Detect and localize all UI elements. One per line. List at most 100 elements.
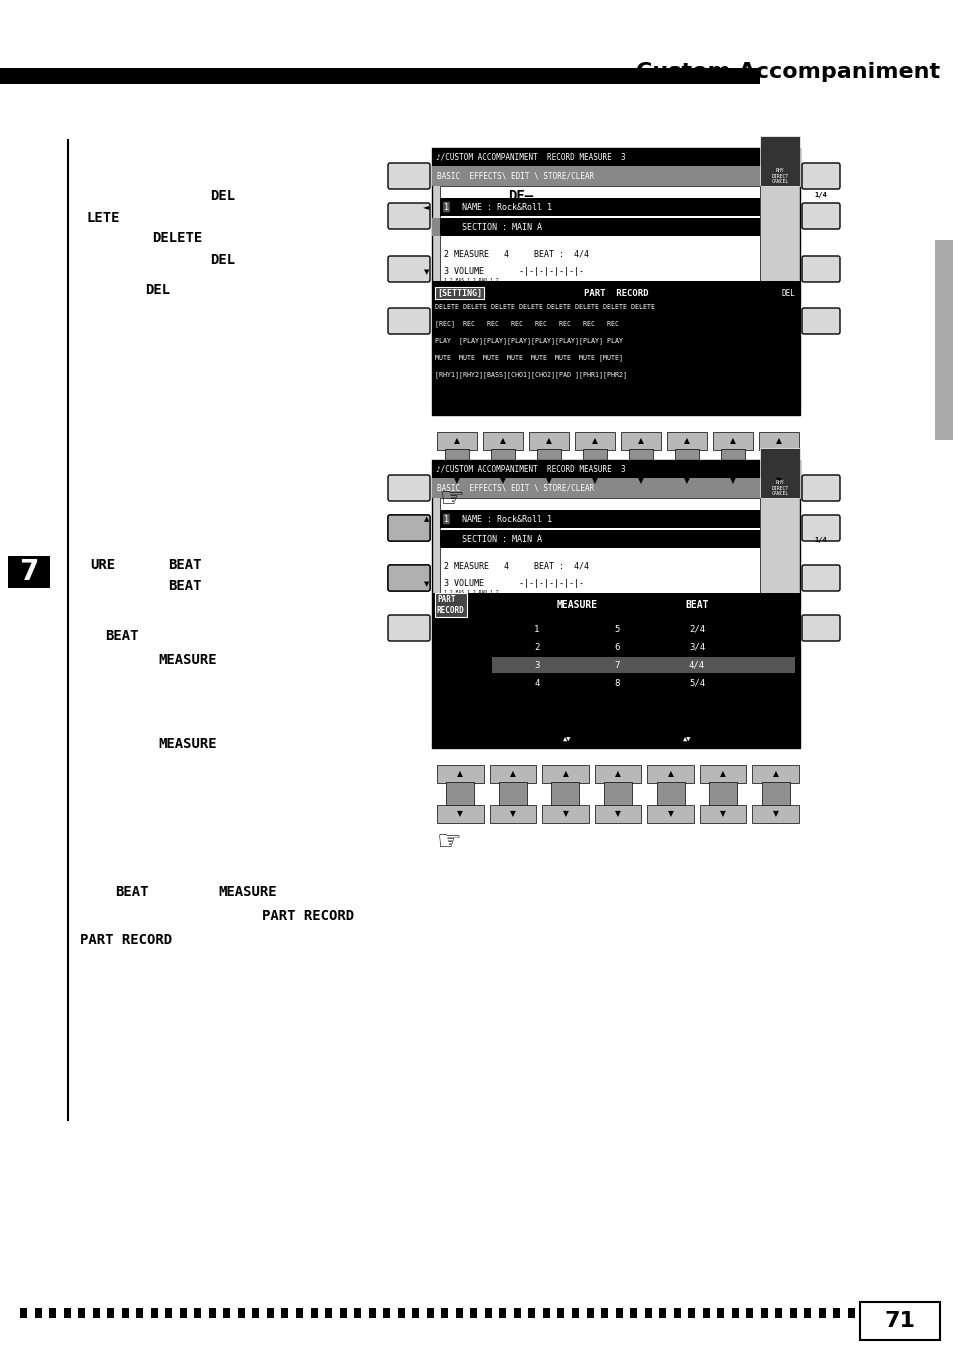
Bar xyxy=(34,1308,42,1319)
Text: ✋: ✋ xyxy=(432,499,452,531)
Text: ▼: ▼ xyxy=(423,581,429,586)
Bar xyxy=(49,1308,56,1319)
Text: BASIC  EFFECTS\ EDIT \ STORE/CLEAR: BASIC EFFECTS\ EDIT \ STORE/CLEAR xyxy=(436,484,594,493)
Bar xyxy=(603,782,631,808)
Text: MEASURE: MEASURE xyxy=(218,885,276,898)
Bar xyxy=(541,805,588,823)
Text: ▲: ▲ xyxy=(499,436,505,446)
Bar xyxy=(432,218,439,236)
FancyBboxPatch shape xyxy=(388,255,430,282)
Bar xyxy=(514,1308,520,1319)
Bar xyxy=(92,1308,99,1319)
Text: ◄: ◄ xyxy=(422,203,429,212)
Bar xyxy=(803,1308,811,1319)
Text: ▼: ▼ xyxy=(683,477,689,485)
Bar xyxy=(482,471,522,490)
Text: ▲: ▲ xyxy=(615,770,620,778)
Text: SECTION : MAIN A: SECTION : MAIN A xyxy=(461,535,541,543)
Text: LETE: LETE xyxy=(87,211,120,226)
Text: 1/4: 1/4 xyxy=(814,536,826,543)
Bar xyxy=(615,1308,622,1319)
Bar xyxy=(151,1308,157,1319)
Bar xyxy=(575,432,615,450)
Bar xyxy=(498,782,526,808)
Bar xyxy=(620,471,660,490)
Bar xyxy=(223,1308,230,1319)
Text: ▲: ▲ xyxy=(638,436,643,446)
Bar xyxy=(491,449,515,476)
Bar xyxy=(528,1308,535,1319)
Bar xyxy=(436,805,483,823)
Bar xyxy=(456,1308,462,1319)
FancyBboxPatch shape xyxy=(388,476,430,501)
Text: DEL: DEL xyxy=(210,189,234,203)
Bar xyxy=(0,68,760,84)
Bar xyxy=(432,593,800,748)
Text: PLAY  [PLAY][PLAY][PLAY][PLAY][PLAY][PLAY] PLAY: PLAY [PLAY][PLAY][PLAY][PLAY][PLAY][PLAY… xyxy=(435,338,622,345)
Text: NAME : Rock&Roll 1: NAME : Rock&Roll 1 xyxy=(461,515,552,523)
Bar xyxy=(708,782,737,808)
Bar xyxy=(575,471,615,490)
Text: MEASURE: MEASURE xyxy=(158,738,216,751)
Bar xyxy=(760,136,800,186)
Text: 1: 1 xyxy=(443,515,449,523)
Text: ▼: ▼ xyxy=(772,809,778,819)
Bar xyxy=(666,432,706,450)
Bar xyxy=(752,765,799,784)
Text: DE–: DE– xyxy=(507,189,533,203)
Bar xyxy=(760,782,789,808)
Text: ▼: ▼ xyxy=(615,809,620,819)
Text: 71: 71 xyxy=(883,1310,915,1331)
FancyBboxPatch shape xyxy=(388,515,430,540)
Text: BEAT: BEAT xyxy=(115,885,149,898)
Text: RHY
DIRECT
CANCEL: RHY DIRECT CANCEL xyxy=(771,168,788,184)
Text: 3 VOLUME       -|-|-|-|-|-|-: 3 VOLUME -|-|-|-|-|-|- xyxy=(443,580,583,589)
Bar xyxy=(253,1308,259,1319)
Text: 1 2 BAS 1 2 PAD 1 2: 1 2 BAS 1 2 PAD 1 2 xyxy=(443,590,498,596)
Bar xyxy=(731,1308,738,1319)
Bar xyxy=(712,432,752,450)
Bar xyxy=(397,1308,404,1319)
Bar xyxy=(760,1308,767,1319)
FancyBboxPatch shape xyxy=(801,163,840,189)
Bar xyxy=(675,449,699,476)
Bar xyxy=(107,1308,114,1319)
Bar xyxy=(432,166,800,186)
Bar xyxy=(354,1308,361,1319)
Bar xyxy=(432,149,800,166)
Bar xyxy=(752,805,799,823)
Text: ▲: ▲ xyxy=(545,436,552,446)
Bar xyxy=(700,805,745,823)
Bar xyxy=(766,449,790,476)
Bar xyxy=(295,1308,303,1319)
Bar xyxy=(720,449,744,476)
Bar xyxy=(934,240,952,440)
Bar xyxy=(489,805,536,823)
Text: BEAT: BEAT xyxy=(168,580,201,593)
Text: PART
RECORD: PART RECORD xyxy=(436,596,464,615)
Text: ▼: ▼ xyxy=(592,477,598,485)
Bar xyxy=(237,1308,245,1319)
FancyBboxPatch shape xyxy=(388,308,430,334)
Bar xyxy=(489,765,536,784)
Text: ▲: ▲ xyxy=(729,436,735,446)
Text: ▲: ▲ xyxy=(456,770,463,778)
Text: PART RECORD: PART RECORD xyxy=(262,909,354,923)
Text: SECTION : MAIN A: SECTION : MAIN A xyxy=(461,223,541,231)
Bar xyxy=(439,499,760,593)
Bar xyxy=(432,459,800,478)
Text: RHY      CHO       PHR: RHY CHO PHR xyxy=(443,596,507,600)
Bar xyxy=(441,1308,448,1319)
Bar xyxy=(484,1308,492,1319)
Text: ▼: ▼ xyxy=(456,809,463,819)
Text: 7: 7 xyxy=(614,661,619,670)
Text: RHY
DIRECT
CANCEL: RHY DIRECT CANCEL xyxy=(771,480,788,496)
Bar xyxy=(700,765,745,784)
Bar xyxy=(426,1308,434,1319)
Bar xyxy=(557,1308,564,1319)
Text: 3/4: 3/4 xyxy=(688,643,704,651)
FancyBboxPatch shape xyxy=(801,476,840,501)
Bar xyxy=(310,1308,317,1319)
Text: ☞: ☞ xyxy=(436,828,461,857)
Text: URE: URE xyxy=(90,558,115,571)
